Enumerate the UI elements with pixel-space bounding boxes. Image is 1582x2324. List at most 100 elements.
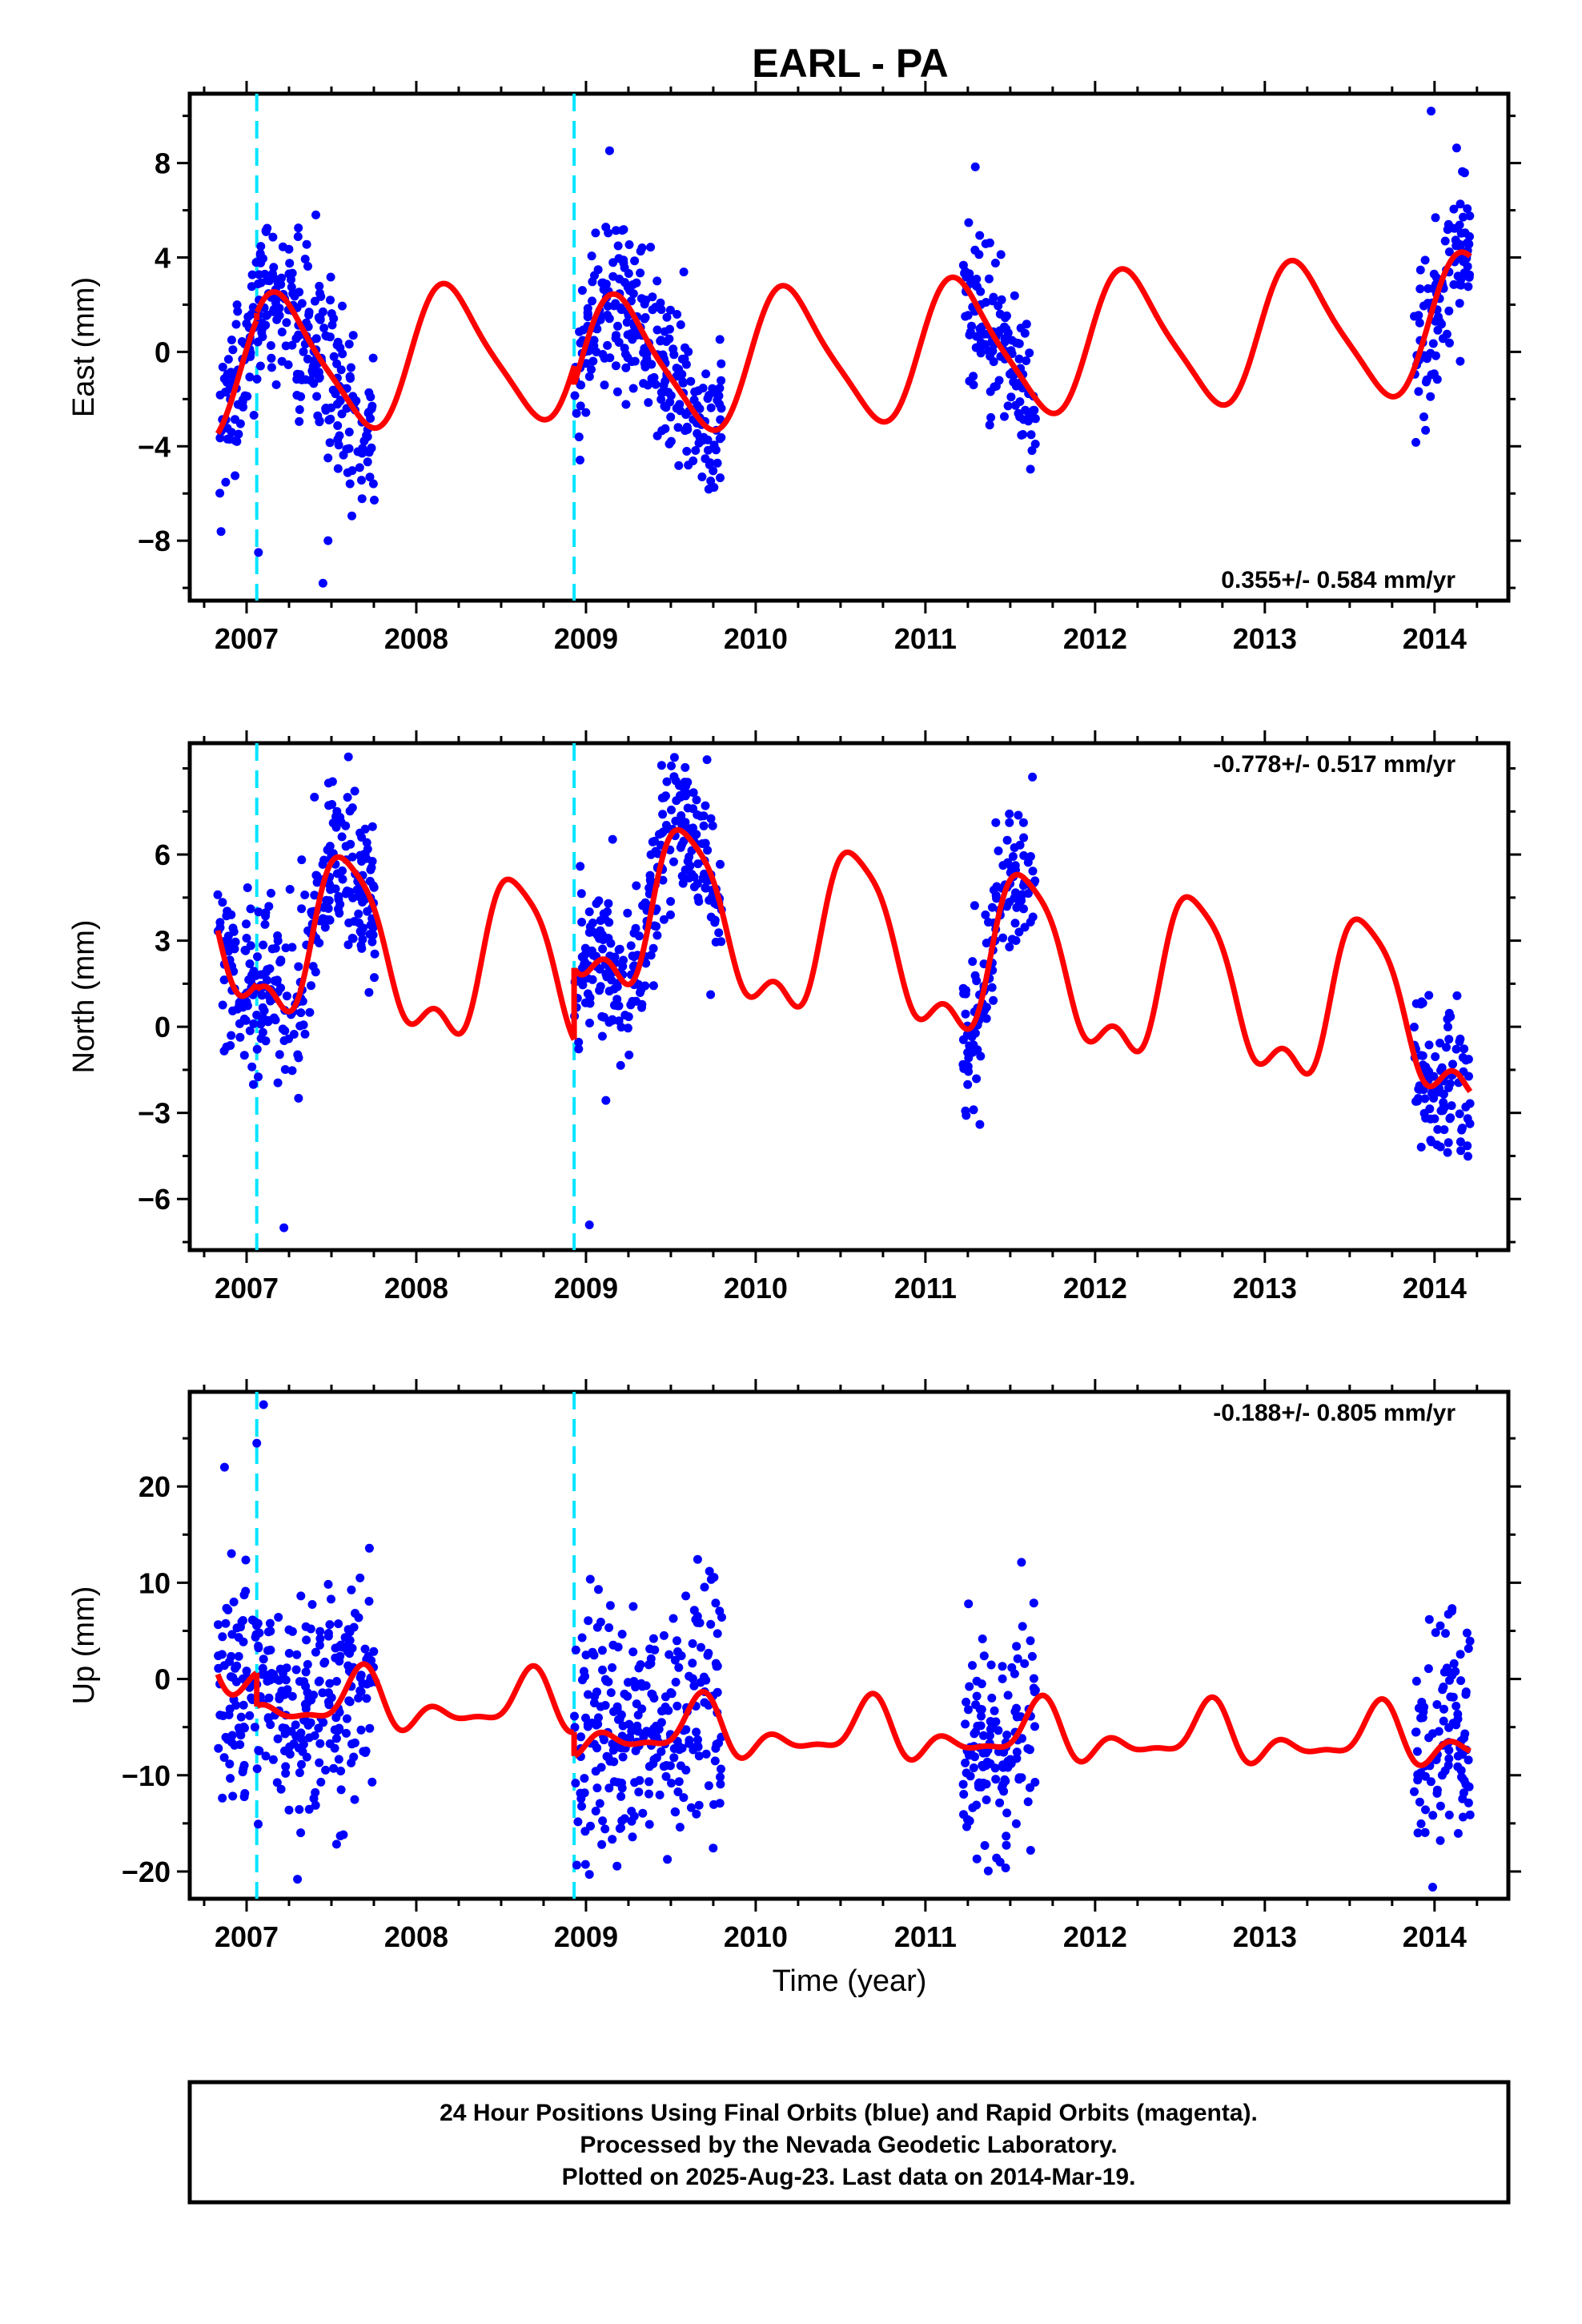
observation-point (1006, 392, 1016, 402)
observation-point (364, 1597, 374, 1606)
observation-point (218, 898, 227, 907)
observation-point (709, 1573, 719, 1582)
observation-point (598, 944, 608, 954)
observation-point (628, 1832, 637, 1842)
observation-point (1464, 1055, 1473, 1064)
observation-point (716, 1772, 725, 1782)
observation-point (574, 1037, 584, 1047)
observation-point (614, 254, 624, 263)
observation-point (310, 891, 319, 900)
observation-point (986, 412, 996, 422)
observation-point (1465, 231, 1474, 241)
x-tick-label: 2012 (1063, 1272, 1127, 1305)
observation-point (295, 416, 304, 426)
caption-frame (187, 2080, 1511, 2205)
observation-point (575, 977, 584, 987)
observation-point (716, 473, 725, 483)
observation-point (232, 1623, 242, 1633)
observation-point (716, 1779, 725, 1789)
observation-point (671, 816, 681, 826)
observation-point (356, 928, 366, 938)
observation-point (1003, 1763, 1013, 1772)
observation-point (689, 395, 699, 404)
observation-point (234, 1651, 243, 1661)
observation-point (233, 307, 243, 316)
observation-point (576, 862, 585, 871)
observation-point (1421, 1805, 1430, 1815)
observation-point (964, 1705, 973, 1715)
observation-point (1450, 223, 1460, 233)
observation-point (597, 1011, 607, 1021)
observation-point (235, 1019, 244, 1028)
observation-point (315, 314, 324, 324)
observation-point (1014, 354, 1024, 364)
observation-point (1017, 896, 1026, 905)
observation-point (1455, 299, 1464, 308)
observation-point (284, 269, 294, 279)
observation-point (702, 755, 712, 765)
observation-point (961, 1758, 970, 1767)
observation-point (1414, 387, 1423, 396)
observation-point (630, 356, 640, 366)
observation-point (612, 995, 622, 1004)
observation-point (326, 296, 335, 305)
observation-point (982, 1757, 992, 1767)
observation-point (322, 895, 331, 905)
observation-point (595, 1799, 604, 1808)
observation-point (1002, 902, 1012, 911)
observation-point (1443, 225, 1452, 235)
observation-point (237, 1617, 247, 1626)
observation-point (235, 1740, 245, 1749)
observation-point (982, 939, 991, 948)
observation-point (252, 1438, 262, 1448)
y-tick-label: 10 (139, 1566, 171, 1599)
observation-point (355, 1673, 365, 1683)
observation-point (325, 1679, 335, 1688)
observation-point (318, 578, 327, 588)
observation-point (972, 332, 982, 341)
x-tick-label: 2014 (1403, 1920, 1467, 1953)
observation-point (1030, 876, 1040, 886)
observation-point (617, 226, 627, 235)
observation-point (268, 232, 278, 242)
observation-point (1030, 1722, 1039, 1731)
observation-point (620, 344, 629, 353)
observation-point (987, 1693, 997, 1703)
observation-point (284, 244, 294, 254)
observation-point (1418, 1051, 1427, 1060)
observation-point (315, 288, 324, 298)
observation-point (628, 384, 638, 393)
observation-point (972, 976, 982, 986)
observation-point (327, 1594, 335, 1604)
observation-point (221, 1732, 231, 1742)
observation-point (685, 1739, 694, 1748)
observation-point (982, 1748, 991, 1758)
x-axis-title: Time (year) (773, 1964, 927, 1998)
observation-point (572, 1860, 581, 1870)
observation-point (266, 1626, 275, 1636)
observation-point (294, 962, 303, 971)
observation-point (271, 380, 281, 389)
observation-point (267, 888, 275, 898)
observation-point (1025, 348, 1034, 358)
observation-point (662, 777, 672, 786)
observation-point (1442, 1663, 1452, 1673)
observation-point (600, 1735, 608, 1745)
caption-line-1: 24 Hour Positions Using Final Orbits (bl… (440, 2100, 1258, 2126)
observation-point (618, 1752, 628, 1762)
observation-point (264, 1015, 274, 1025)
observation-point (1460, 1044, 1469, 1054)
observation-point (227, 428, 236, 437)
observation-point (705, 391, 713, 400)
observation-point (689, 883, 699, 891)
observation-point (580, 1827, 590, 1836)
observation-point (621, 400, 631, 409)
observation-point (1012, 1747, 1022, 1757)
observation-point (644, 1789, 653, 1799)
observation-point (336, 365, 346, 375)
observation-point (624, 1050, 634, 1059)
observation-point (961, 267, 970, 276)
observation-point (302, 1699, 311, 1708)
observation-point (259, 1400, 268, 1409)
observation-point (333, 421, 343, 430)
